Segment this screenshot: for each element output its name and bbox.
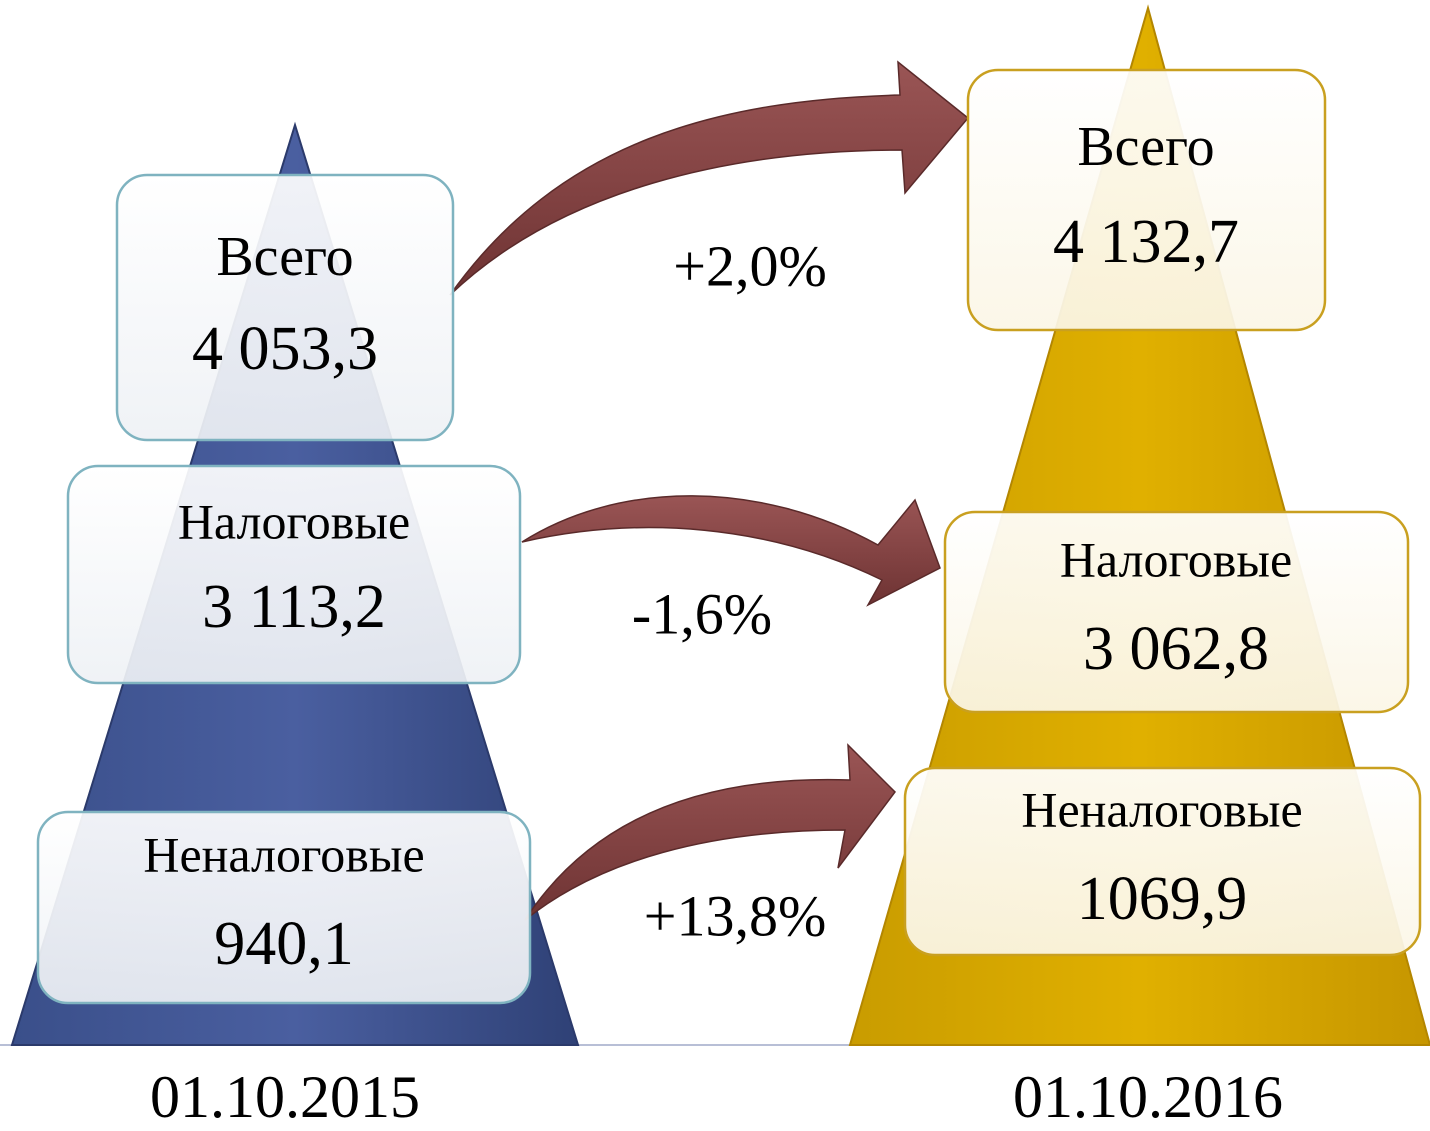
box-label: Всего	[216, 226, 353, 288]
box	[115, 173, 455, 442]
date-label: 01.10.2015	[150, 1064, 420, 1130]
box	[66, 464, 522, 685]
box-value: 940,1	[214, 910, 354, 978]
box-value: 1069,9	[1077, 865, 1248, 933]
change-label: -1,6%	[632, 581, 772, 646]
box-label: Налоговые	[1060, 531, 1292, 587]
box-value: 3 062,8	[1083, 615, 1269, 683]
box	[966, 68, 1327, 332]
box-label: Неналоговые	[143, 826, 424, 882]
box-label: Неналоговые	[1021, 781, 1302, 837]
date-label: 01.10.2016	[1013, 1064, 1283, 1130]
change-label: +2,0%	[673, 233, 827, 298]
box-label: Всего	[1077, 116, 1214, 178]
arrow	[524, 743, 896, 921]
arrow	[449, 60, 970, 296]
box-value: 4 132,7	[1053, 208, 1239, 276]
box	[36, 810, 532, 1005]
box-label: Налоговые	[178, 493, 410, 549]
change-label: +13,8%	[644, 883, 827, 948]
box-value: 3 113,2	[202, 573, 386, 641]
box	[943, 510, 1410, 714]
arrow	[521, 495, 941, 607]
box-value: 4 053,3	[192, 315, 378, 383]
box	[903, 766, 1422, 957]
